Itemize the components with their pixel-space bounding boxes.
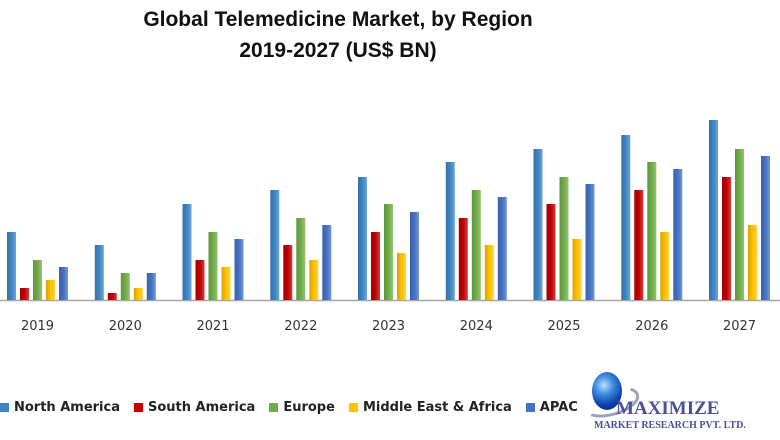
legend-item-apac: APAC [525, 399, 578, 415]
legend-swatch [269, 402, 279, 412]
x-tick-label-2023: 2023 [372, 319, 405, 334]
bar-europe-2021 [208, 232, 218, 300]
bar-europe-2027 [735, 149, 744, 300]
bar-middle-east-africa-2025 [572, 239, 582, 300]
chart-title-line1: Global Telemedicine Market, by Region [143, 8, 533, 31]
bar-europe-2022 [296, 218, 306, 300]
bar-apac-2026 [673, 169, 683, 300]
legend-item-north-america: North America [0, 400, 120, 415]
bar-europe-2020 [120, 273, 130, 300]
bar-middle-east-africa-2020 [133, 288, 143, 300]
bar-north-america-2022 [270, 190, 280, 300]
x-tick-label-2021: 2021 [196, 319, 229, 334]
x-tick-label-2027: 2027 [723, 319, 756, 334]
bar-europe-2024 [471, 190, 481, 300]
bar-apac-2020 [146, 273, 156, 300]
x-tick-label-2025: 2025 [547, 319, 580, 334]
bar-south-america-2024 [458, 218, 468, 300]
bar-south-america-2020 [107, 293, 117, 300]
bar-apac-2022 [322, 225, 332, 300]
bar-middle-east-africa-2027 [748, 225, 757, 300]
bar-middle-east-africa-2024 [484, 245, 494, 300]
bar-north-america-2027 [709, 120, 718, 300]
bar-apac-2025 [585, 184, 595, 300]
bar-europe-2025 [559, 177, 569, 300]
x-tick-labels: 2019 2020 2021 2022 2023 2024 2025 2026 2027 [21, 319, 756, 334]
bar-middle-east-africa-2026 [660, 232, 670, 300]
x-tick-label-2026: 2026 [635, 319, 668, 334]
bar-middle-east-africa-2021 [221, 267, 231, 300]
chart-subtitle: 2019-2027 (US$ BN) [239, 39, 437, 62]
x-tick-label-2020: 2020 [109, 319, 142, 334]
bar-apac-2023 [410, 212, 419, 300]
legend-label: South America [148, 399, 256, 415]
legend-item-europe: Europe [269, 400, 335, 415]
bar-middle-east-africa-2022 [309, 260, 319, 300]
legend: North America South America Europe Middle E… [0, 396, 592, 418]
bar-south-america-2023 [371, 232, 380, 300]
chart-title: Global Telemedicine Market, by Region 20… [0, 4, 676, 66]
bar-north-america-2023 [358, 177, 367, 300]
legend-swatch [134, 402, 143, 412]
bar-europe-2026 [647, 162, 657, 300]
legend-swatch [525, 402, 535, 412]
bar-south-america-2022 [283, 245, 293, 300]
bar-apac-2027 [761, 156, 770, 300]
bar-south-america-2026 [634, 190, 644, 300]
bar-south-america-2019 [20, 288, 29, 300]
bar-europe-2019 [33, 260, 42, 300]
legend-item-south-america: South America [134, 400, 255, 415]
globe-icon [592, 372, 622, 410]
x-tick-label-2019: 2019 [21, 319, 54, 334]
legend-swatch [348, 402, 358, 412]
legend-swatch [0, 402, 9, 412]
legend-label: North America [14, 399, 120, 415]
legend-label: Europe [283, 399, 335, 415]
legend-item-middle-east-africa: Middle East & Africa [348, 399, 512, 415]
bar-north-america-2025 [533, 149, 543, 300]
bar-south-america-2027 [722, 177, 731, 300]
logo-name: MAXIMIZE [616, 398, 720, 419]
bars-group [7, 120, 770, 300]
bar-apac-2021 [234, 239, 244, 300]
bar-europe-2023 [384, 204, 393, 300]
bar-north-america-2020 [94, 245, 104, 300]
bar-middle-east-africa-2019 [46, 280, 55, 300]
x-tick-label-2022: 2022 [284, 319, 317, 334]
bar-apac-2024 [497, 197, 507, 300]
bar-south-america-2025 [546, 204, 556, 300]
bar-north-america-2026 [621, 135, 631, 300]
maximize-logo: MAXIMIZE MARKET RESEARCH PVT. LTD. [579, 370, 778, 440]
bar-north-america-2024 [445, 162, 455, 300]
legend-label: APAC [539, 399, 578, 415]
bar-south-america-2021 [195, 260, 205, 300]
bar-apac-2019 [59, 267, 68, 300]
bar-middle-east-africa-2023 [397, 253, 406, 300]
bar-north-america-2019 [7, 232, 16, 300]
legend-label: Middle East & Africa [362, 399, 512, 415]
x-tick-label-2024: 2024 [460, 319, 493, 334]
bar-north-america-2021 [182, 204, 192, 300]
logo-subtitle: MARKET RESEARCH PVT. LTD. [594, 420, 746, 431]
